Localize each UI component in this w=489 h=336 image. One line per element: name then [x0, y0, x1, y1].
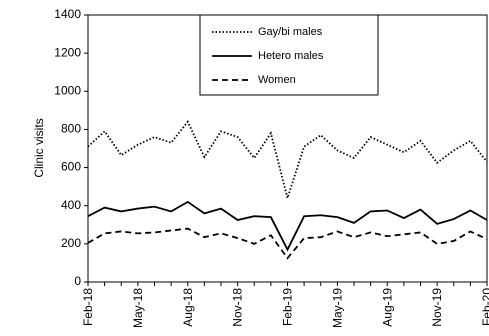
x-tick-label: May-19 [330, 288, 344, 328]
y-tick-label: 1200 [54, 45, 81, 59]
y-tick-label: 0 [74, 274, 81, 288]
y-axis-label: Clinic visits [32, 118, 46, 177]
y-tick-label: 800 [61, 122, 81, 136]
x-tick-label: May-18 [131, 288, 145, 328]
x-tick-label: Feb-20 [480, 288, 489, 326]
y-tick-label: 1000 [54, 83, 81, 97]
legend-label: Women [258, 74, 296, 86]
y-tick-label: 1400 [54, 7, 81, 21]
legend-box [199, 14, 379, 96]
y-tick-label: 200 [61, 236, 81, 250]
x-tick-label: Aug-18 [181, 288, 195, 327]
legend: Gay/bi males Hetero males Women [199, 14, 379, 96]
legend-label: Gay/bi males [258, 26, 323, 38]
y-tick-label: 400 [61, 198, 81, 212]
x-tick-label: Nov-19 [430, 288, 444, 327]
x-tick-label: Feb-18 [81, 288, 95, 326]
x-tick-label: Feb-19 [281, 288, 295, 326]
x-tick-label: Nov-18 [231, 288, 245, 327]
x-tick-label: Aug-19 [380, 288, 394, 327]
series-line [87, 227, 488, 260]
series-line [87, 200, 488, 252]
legend-label: Hetero males [258, 50, 324, 62]
y-tick-label: 600 [61, 160, 81, 174]
series-line [87, 120, 488, 202]
